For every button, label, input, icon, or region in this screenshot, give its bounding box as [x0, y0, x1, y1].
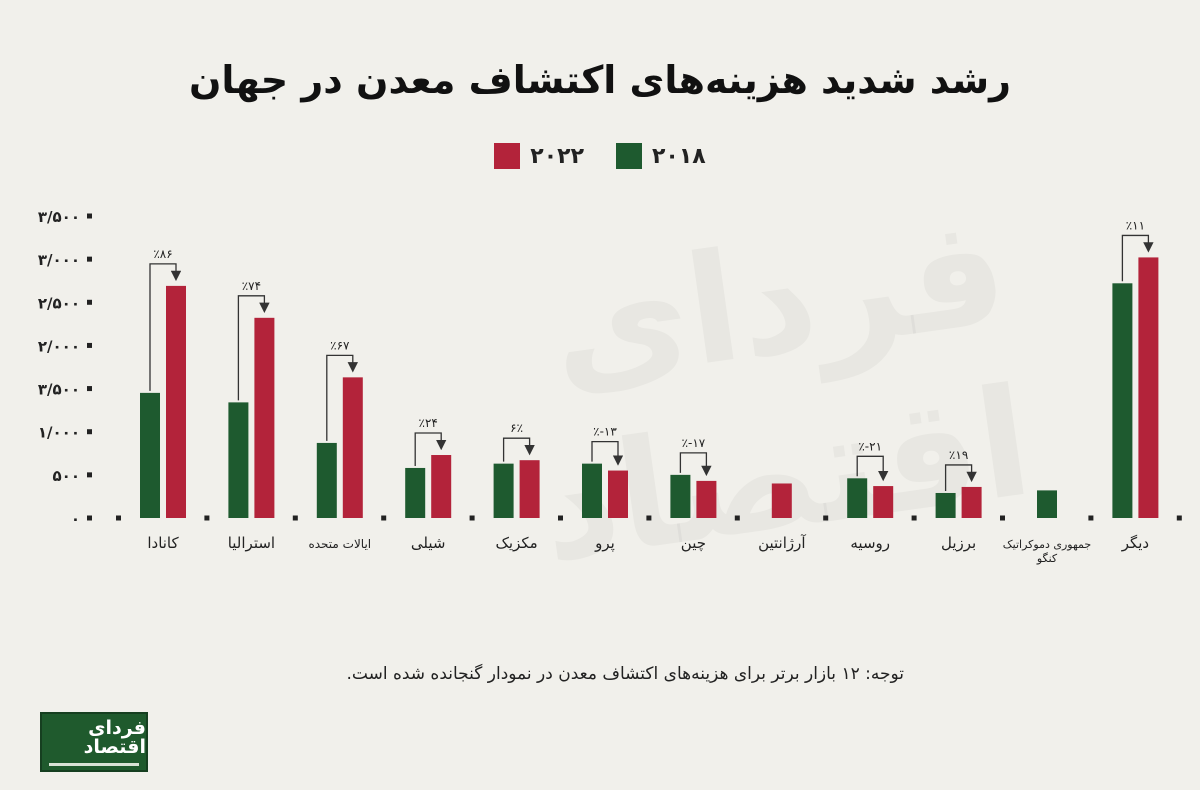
change-label-0: ٪۸۶	[153, 247, 172, 261]
change-label-9: ٪۱۹	[949, 448, 968, 462]
change-label-5: ٪-۱۳	[593, 425, 617, 439]
bar-2018-10	[1037, 490, 1057, 518]
bar-2018-4	[493, 463, 514, 518]
y-tick-mark-2	[87, 429, 92, 435]
x-axis-marker-5	[558, 515, 563, 521]
bar-2018-5	[582, 463, 602, 518]
legend-swatch-2018	[616, 143, 642, 169]
x-category-label-2: ایالات متحده	[308, 537, 371, 551]
x-axis-marker-1	[204, 515, 210, 521]
y-tick-label-4: ۲/۰۰۰	[38, 337, 80, 355]
bar-2018-6	[670, 474, 691, 518]
y-tick-mark-4	[87, 342, 92, 348]
bar-2018-1	[228, 402, 249, 518]
legend-item-2022: ۲۰۲۲	[494, 143, 584, 169]
y-tick-mark-5	[87, 299, 92, 305]
legend: ۲۰۲۲ ۲۰۱۸	[0, 143, 1200, 169]
change-bracket-5	[591, 440, 624, 466]
change-bracket-9	[944, 464, 977, 491]
bar-2018-2	[316, 442, 337, 518]
change-bracket-11	[1121, 234, 1154, 282]
x-category-label-5: پرو	[594, 534, 615, 553]
y-tick-label-7: ۳/۵۰۰	[38, 208, 80, 226]
y-tick-label-0: ۰	[71, 510, 80, 528]
change-bracket-0	[149, 263, 182, 391]
bar-2022-6	[696, 480, 717, 518]
y-tick-mark-3	[87, 386, 92, 392]
bar-2022-8	[873, 486, 894, 518]
x-category-label-7: آرژانتین	[758, 534, 806, 552]
y-tick-label-5: ۲/۵۰۰	[38, 294, 80, 312]
y-tick-label-3: ۳/۵۰۰	[38, 381, 80, 399]
change-label-6: ٪-۱۷	[682, 436, 706, 450]
bar-2022-5	[608, 470, 628, 518]
x-category-label-9: برزیل	[941, 534, 976, 552]
x-axis-marker-10	[1000, 515, 1005, 521]
bar-2018-3	[405, 467, 426, 518]
legend-item-2018: ۲۰۱۸	[616, 143, 706, 169]
bar-2022-4	[519, 460, 540, 518]
change-label-11: ٪۱۱	[1126, 218, 1145, 232]
legend-label-2018: ۲۰۱۸	[652, 143, 706, 169]
bar-2022-9	[961, 486, 982, 518]
logo-text: فردای اقتصاد	[83, 716, 146, 758]
y-tick-label-1: ۵۰۰	[53, 467, 80, 485]
x-axis-marker-9	[911, 515, 917, 521]
x-axis-marker-11	[1088, 515, 1094, 521]
bar-2022-7	[771, 483, 792, 518]
change-label-3: ٪۲۴	[419, 416, 438, 430]
x-axis-marker-7	[734, 515, 740, 521]
bar-2018-0	[140, 392, 160, 518]
change-bracket-8	[856, 455, 889, 482]
change-bracket-3	[414, 432, 447, 466]
bar-2018-11	[1112, 283, 1133, 518]
change-label-1: ٪۷۴	[242, 279, 261, 293]
logo-bar	[49, 762, 139, 766]
bar-2022-0	[166, 285, 186, 518]
y-tick-mark-1	[87, 472, 92, 478]
chart-title: رشد شدید هزینه‌های اکتشاف معدن در جهان	[189, 58, 1011, 102]
x-axis-marker-2	[292, 515, 298, 521]
x-axis-marker-8	[823, 515, 829, 521]
y-tick-mark-0	[87, 515, 92, 521]
y-tick-label-2: ۱/۰۰۰	[38, 424, 80, 442]
y-tick-mark-6	[87, 256, 92, 262]
bar-2022-2	[342, 377, 363, 518]
x-axis-marker-4	[469, 515, 475, 521]
change-label-2: ٪۶۷	[330, 338, 350, 352]
chart-note: توجه: ۱۲ بازار برتر برای هزینه‌های اکتشا…	[346, 664, 904, 684]
change-label-8: ٪-۲۱	[858, 439, 882, 453]
x-category-label-8: روسیه	[850, 534, 890, 552]
x-axis-marker-0	[116, 515, 121, 521]
brand-logo: فردای اقتصاد	[40, 712, 148, 772]
change-label-4: ۶٪	[510, 421, 523, 435]
x-category-label-10-line0: جمهوری دموکراتیک	[1003, 538, 1091, 551]
x-category-label-0: کانادا	[147, 534, 179, 552]
x-category-label-4: مکزیک	[495, 534, 537, 552]
bar-2022-3	[431, 455, 452, 518]
x-category-label-6: چین	[681, 534, 706, 552]
y-tick-label-6: ۳/۰۰۰	[38, 251, 80, 269]
bar-2018-8	[847, 478, 868, 518]
legend-swatch-2022	[494, 143, 521, 169]
x-axis-marker-end	[1176, 515, 1182, 521]
change-bracket-1	[237, 295, 270, 401]
change-bracket-6	[679, 452, 712, 477]
x-category-label-10-line1: کنگو	[1036, 552, 1058, 565]
x-category-label-3: شیلی	[411, 534, 446, 552]
bar-2022-1	[254, 317, 275, 518]
legend-label-2022: ۲۰۲۲	[530, 143, 584, 169]
change-bracket-4	[502, 437, 535, 462]
x-axis-marker-6	[646, 515, 652, 521]
change-bracket-2	[326, 354, 358, 441]
x-category-label-11: دیگر	[1121, 534, 1149, 552]
bar-2018-9	[935, 492, 956, 518]
x-axis-marker-3	[381, 515, 387, 521]
y-tick-mark-7	[87, 213, 92, 219]
x-category-label-1: استرالیا	[228, 534, 275, 552]
bar-2022-11	[1138, 257, 1159, 518]
